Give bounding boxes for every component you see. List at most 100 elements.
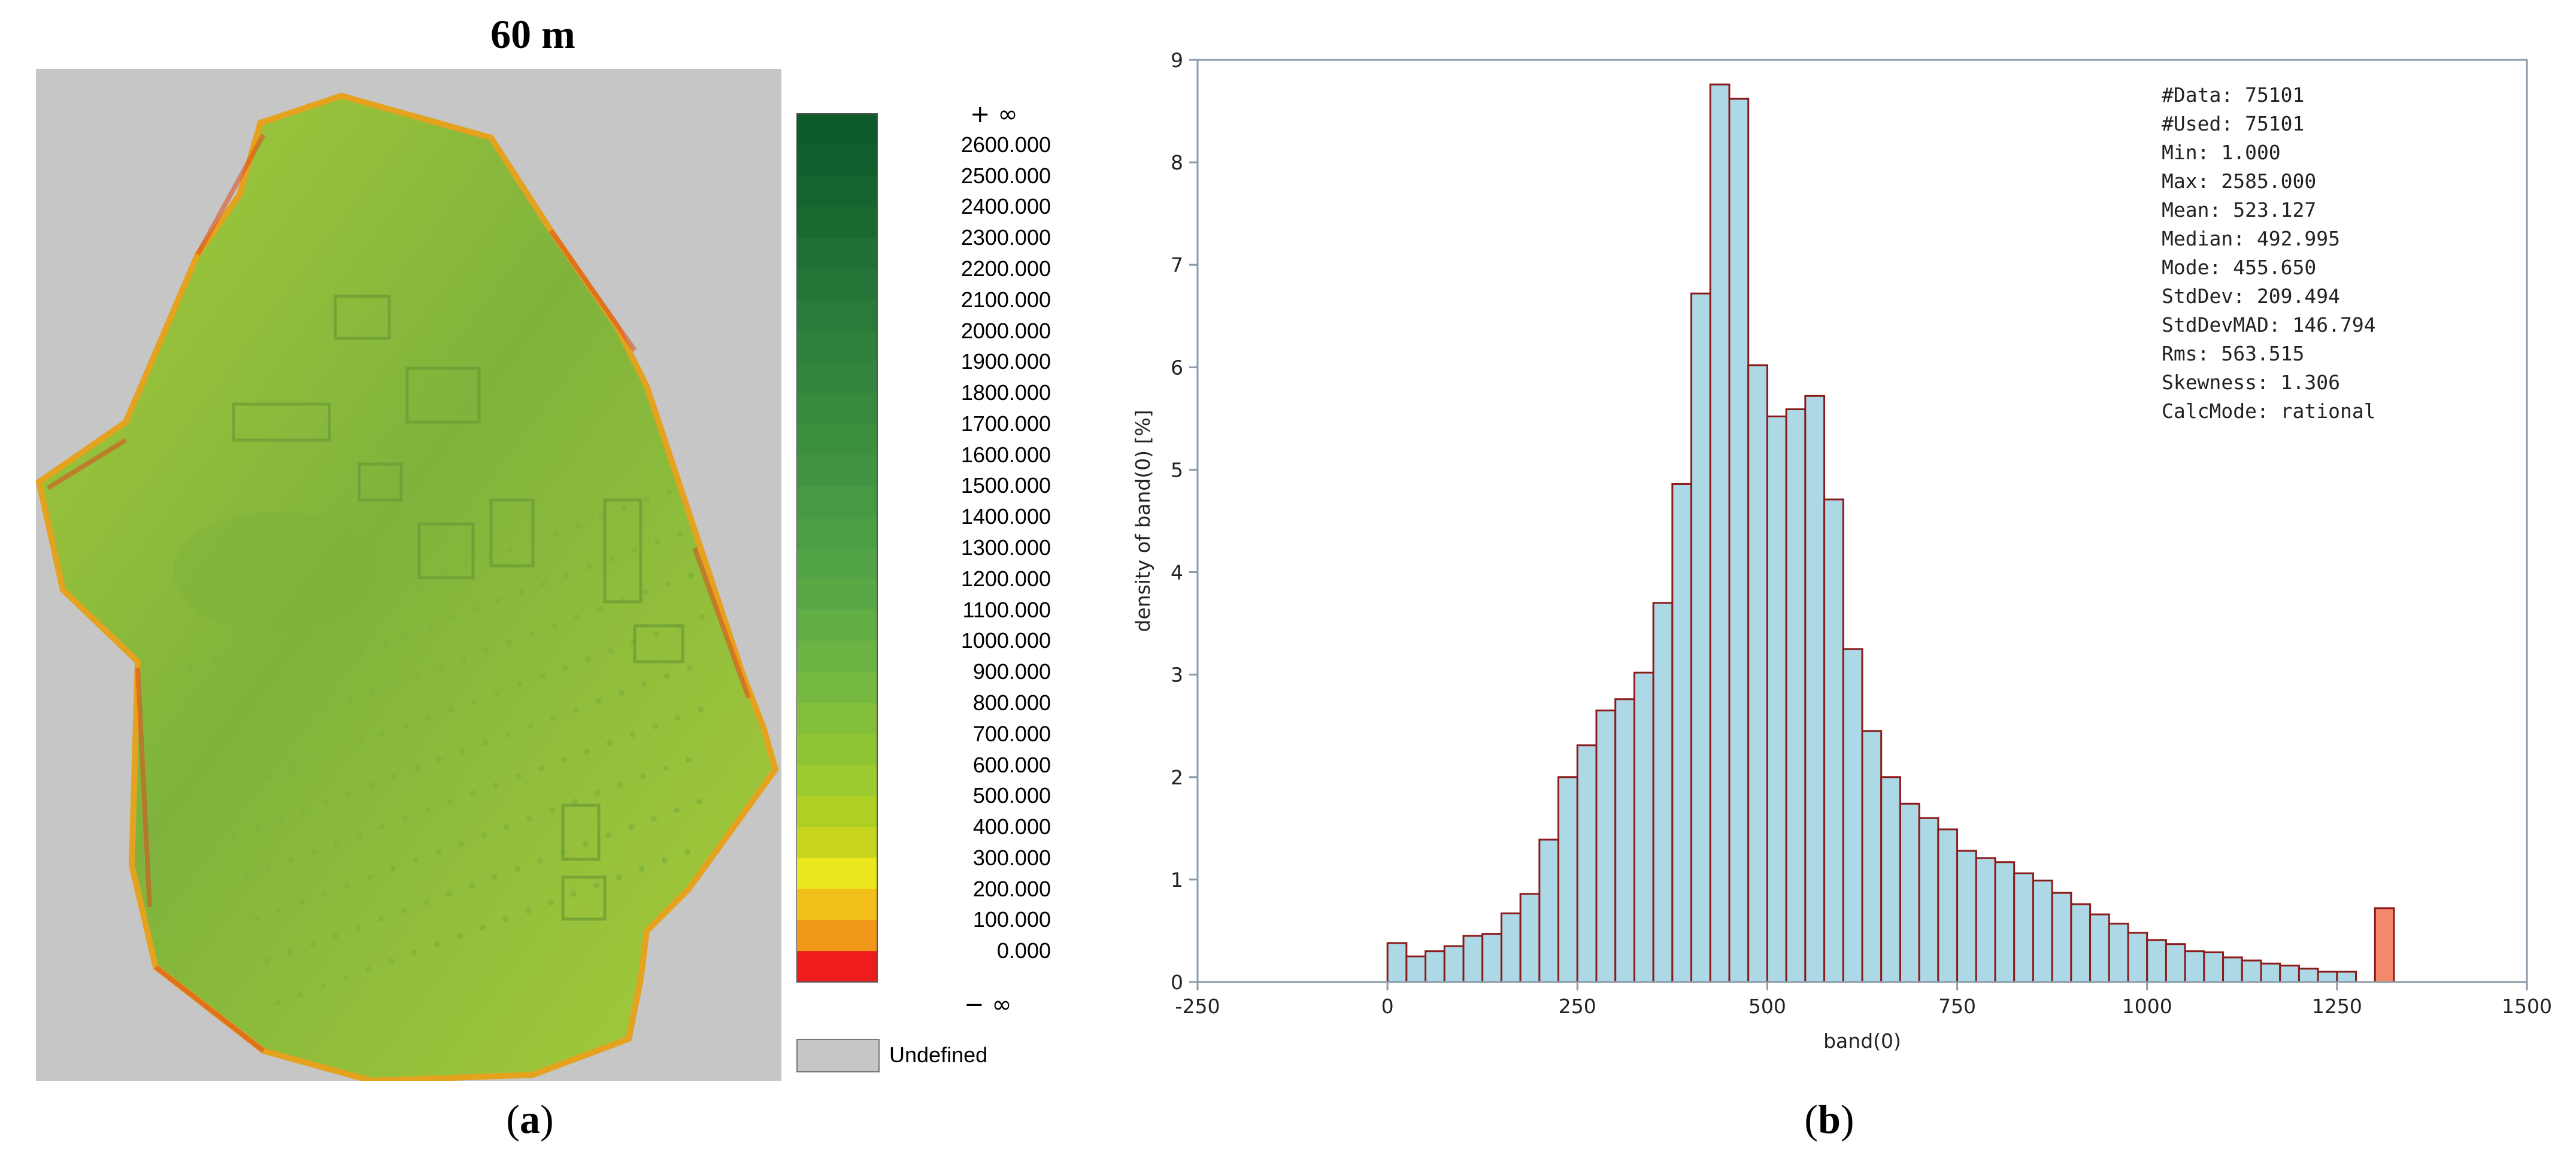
y-tick-label: 2 bbox=[1171, 766, 1183, 789]
map-field-dot bbox=[483, 648, 489, 654]
map-field-dot bbox=[413, 857, 419, 863]
stat-line: Max: 2585.000 bbox=[2162, 169, 2316, 193]
map-field-dot bbox=[425, 807, 431, 813]
map-field-dot bbox=[517, 681, 523, 687]
map-dark-zone bbox=[174, 512, 377, 632]
map-field-dot bbox=[506, 639, 512, 645]
histogram-bar bbox=[1804, 395, 1826, 983]
map-field-dot bbox=[632, 547, 638, 553]
histogram-bar bbox=[2260, 962, 2281, 983]
map-field-dot bbox=[450, 614, 456, 620]
histogram-bar bbox=[1975, 857, 1996, 983]
legend-swatch bbox=[796, 299, 877, 331]
map-field-dot bbox=[416, 581, 422, 587]
legend-label: 700.000 bbox=[972, 721, 1051, 746]
map-field-dot bbox=[287, 950, 293, 956]
legend-label: 2000.000 bbox=[960, 318, 1051, 343]
legend-label: 1300.000 bbox=[960, 535, 1051, 560]
panel-a-title: 60 m bbox=[490, 11, 575, 57]
map-field-dot bbox=[344, 883, 350, 889]
map-field-dot bbox=[254, 824, 260, 830]
histogram-bar bbox=[1690, 292, 1711, 983]
map-field-dot bbox=[448, 707, 454, 713]
map-building bbox=[417, 522, 475, 580]
legend-swatch bbox=[796, 702, 877, 735]
histogram-bar bbox=[1614, 698, 1635, 983]
histogram-bar bbox=[1709, 83, 1731, 983]
map-field-dot bbox=[482, 740, 488, 746]
plot-frame bbox=[1196, 59, 2528, 983]
legend-label: 1900.000 bbox=[960, 349, 1051, 374]
legend-swatch bbox=[796, 672, 877, 704]
map-field-dot bbox=[334, 841, 340, 847]
stat-line: CalcMode: rational bbox=[2162, 399, 2376, 423]
histogram-bar bbox=[2241, 959, 2262, 983]
histogram-bar bbox=[2184, 950, 2205, 983]
histogram-bar bbox=[2222, 956, 2243, 983]
map-field-dot bbox=[368, 782, 374, 788]
map-field-dot bbox=[369, 690, 375, 696]
x-tick-label: 750 bbox=[1938, 995, 1976, 1018]
legend-label: 900.000 bbox=[972, 659, 1051, 684]
legend-label: 400.000 bbox=[972, 814, 1051, 839]
map-field-dot bbox=[355, 925, 361, 931]
map-field-dot bbox=[583, 841, 589, 847]
map-field-dot bbox=[336, 656, 342, 662]
x-tick-label: 1500 bbox=[2502, 995, 2552, 1018]
map-field-dot bbox=[199, 707, 205, 713]
map-field-dot bbox=[684, 849, 690, 855]
map-field-dot bbox=[280, 631, 286, 637]
map-field-dot bbox=[381, 639, 387, 645]
map-field-dot bbox=[607, 740, 613, 746]
legend-label: 500.000 bbox=[972, 783, 1051, 808]
histogram-bar bbox=[2336, 971, 2357, 983]
legend-label: 1000.000 bbox=[960, 628, 1051, 653]
map-field-dot bbox=[493, 782, 499, 788]
legend-label: 1500.000 bbox=[960, 473, 1051, 498]
map-field-dot bbox=[391, 774, 397, 780]
y-tick-label: 7 bbox=[1171, 253, 1183, 277]
map-edge-line bbox=[692, 547, 751, 699]
map-field-dot bbox=[609, 556, 615, 562]
histogram-bar bbox=[1823, 498, 1844, 983]
map-field-dot bbox=[458, 841, 464, 847]
map-field-dot bbox=[504, 824, 510, 830]
map-field-dot bbox=[616, 874, 622, 880]
map-field-dot bbox=[502, 916, 508, 922]
map-field-dot bbox=[357, 740, 363, 746]
legend-swatch bbox=[796, 268, 877, 301]
map-field-dot bbox=[563, 572, 569, 578]
histogram-bar bbox=[1747, 364, 1768, 983]
map-terrain bbox=[36, 92, 779, 1081]
map-building bbox=[405, 366, 481, 424]
histogram-bar bbox=[1937, 828, 1959, 983]
elevation-map bbox=[36, 69, 781, 1081]
map-field-dot bbox=[335, 748, 341, 754]
map-field-dot bbox=[596, 698, 602, 704]
map-field-dot bbox=[584, 748, 590, 754]
legend-swatch bbox=[796, 486, 877, 517]
legend-label: 1200.000 bbox=[960, 566, 1051, 591]
map-field-dot bbox=[245, 690, 251, 696]
map-field-dot bbox=[653, 631, 659, 637]
map-field-dot bbox=[290, 673, 296, 679]
x-tick-label: 250 bbox=[1559, 995, 1596, 1018]
map-field-dot bbox=[459, 748, 465, 754]
legend-swatch bbox=[796, 207, 877, 238]
legend-label: 200.000 bbox=[972, 876, 1051, 901]
map-field-dot bbox=[189, 665, 195, 671]
legend-swatch bbox=[796, 889, 877, 920]
legend-plus-infinity: + ∞ bbox=[970, 101, 1018, 128]
histogram-bar bbox=[2070, 903, 2092, 983]
map-field-dot bbox=[550, 715, 556, 721]
map-field-dot bbox=[404, 631, 410, 637]
legend-swatch bbox=[796, 393, 877, 425]
stat-line: Mode: 455.650 bbox=[2162, 256, 2316, 279]
histogram-bar bbox=[1386, 942, 1408, 983]
map-field-dot bbox=[652, 723, 658, 729]
map-field-dot bbox=[322, 891, 328, 897]
map-field-dot bbox=[332, 933, 338, 939]
map-field-dot bbox=[619, 690, 625, 696]
map-field-dot bbox=[644, 497, 650, 503]
